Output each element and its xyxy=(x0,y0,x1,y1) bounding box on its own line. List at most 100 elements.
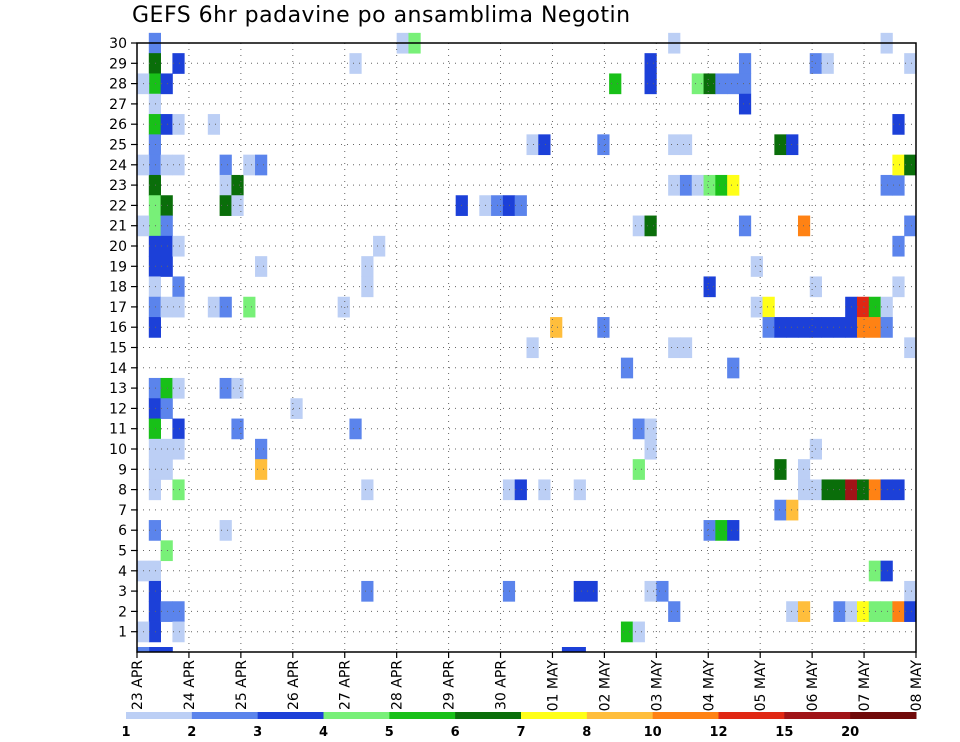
heatmap-cell xyxy=(868,296,881,318)
heatmap-cell xyxy=(715,73,728,95)
heatmap-cell xyxy=(632,418,645,440)
heatmap-cell xyxy=(656,580,669,602)
heatmap-cell xyxy=(514,479,527,501)
legend-label: 20 xyxy=(841,725,859,740)
heatmap-cell xyxy=(148,154,161,176)
heatmap-cell xyxy=(892,276,905,298)
x-tick-label: 28 APR xyxy=(390,660,406,710)
heatmap-cell xyxy=(349,418,362,440)
heatmap-cell xyxy=(668,601,681,622)
heatmap-cell xyxy=(880,174,893,196)
y-tick-label: 2 xyxy=(118,604,127,620)
heatmap-cell xyxy=(172,479,185,501)
heatmap-cell xyxy=(160,296,173,318)
heatmap-cell xyxy=(160,459,173,480)
heatmap-cell xyxy=(231,195,244,216)
y-tick-label: 22 xyxy=(109,198,127,214)
legend-label: 2 xyxy=(187,725,196,740)
heatmap-cell xyxy=(290,398,303,419)
heatmap-cell xyxy=(597,317,610,338)
x-tick-label: 07 MAY xyxy=(857,660,873,712)
heatmap-cell xyxy=(231,174,244,196)
heatmap-cell xyxy=(762,317,775,338)
y-tick-label: 30 xyxy=(109,36,127,52)
x-tick-label: 30 APR xyxy=(494,660,510,710)
heatmap-cell xyxy=(160,647,173,653)
heatmap-cell xyxy=(786,601,799,622)
heatmap-cell xyxy=(668,134,681,156)
heatmap-cell xyxy=(148,377,161,399)
heatmap-cell xyxy=(573,580,586,602)
y-tick-label: 18 xyxy=(109,280,127,296)
heatmap-cell xyxy=(361,580,374,602)
heatmap-cell xyxy=(148,73,161,95)
legend-swatch xyxy=(323,712,390,719)
heatmap-cell xyxy=(703,174,716,196)
x-tick-label: 24 APR xyxy=(182,660,198,710)
heatmap-cell xyxy=(727,73,740,95)
heatmap-cell xyxy=(738,53,752,74)
heatmap-cell xyxy=(160,235,173,257)
heatmap-cell xyxy=(774,134,787,156)
legend-label: 3 xyxy=(253,725,262,740)
heatmap-cell xyxy=(255,154,268,176)
legend-swatch xyxy=(521,712,588,719)
heatmap-cell xyxy=(219,377,232,399)
y-tick-label: 8 xyxy=(118,483,127,499)
heatmap-cell xyxy=(148,438,161,460)
heatmap-cell xyxy=(373,235,386,257)
y-tick-label: 27 xyxy=(109,97,127,113)
heatmap-cell xyxy=(786,134,799,156)
y-tick-label: 16 xyxy=(109,320,127,336)
heatmap-cell xyxy=(148,296,161,318)
heatmap-cell xyxy=(231,377,244,399)
heatmap-cell xyxy=(160,73,173,95)
heatmap-cell xyxy=(892,479,905,501)
legend-swatch xyxy=(191,712,259,719)
heatmap-cell xyxy=(892,235,905,257)
legend-swatch xyxy=(257,712,324,719)
heatmap-cell xyxy=(207,114,221,135)
heatmap-cell xyxy=(904,601,917,622)
heatmap-cell xyxy=(868,601,881,622)
heatmap-cell xyxy=(573,647,586,653)
y-tick-label: 19 xyxy=(109,259,127,275)
heatmap-cell xyxy=(644,438,657,460)
heatmap-cell xyxy=(727,357,740,379)
legend-label: 10 xyxy=(644,725,662,740)
heatmap-cell xyxy=(172,438,185,460)
chart-title: GEFS 6hr padavine po ansamblima Negotin xyxy=(132,3,631,28)
heatmap-cell xyxy=(172,621,185,643)
y-tick-label: 6 xyxy=(118,523,127,539)
y-tick-label: 12 xyxy=(109,401,127,417)
heatmap-cell xyxy=(207,296,221,318)
heatmap-cell xyxy=(160,377,173,399)
heatmap-cell xyxy=(361,256,374,277)
y-tick-label: 17 xyxy=(109,300,127,316)
legend-label: 8 xyxy=(582,725,591,740)
x-tick-label: 08 MAY xyxy=(909,660,925,712)
heatmap-cell xyxy=(786,317,799,338)
heatmap-cell xyxy=(880,560,893,582)
heatmap-cell xyxy=(148,235,161,257)
heatmap-cell xyxy=(172,377,185,399)
heatmap-cell xyxy=(727,520,740,541)
heatmap-cell xyxy=(148,195,161,216)
heatmap-cell xyxy=(609,73,622,95)
heatmap-cell xyxy=(620,621,634,643)
y-tick-label: 10 xyxy=(109,442,127,458)
heatmap-cell xyxy=(585,580,598,602)
heatmap-cell xyxy=(797,601,811,622)
y-tick-label: 7 xyxy=(118,503,127,519)
heatmap-cell xyxy=(668,337,681,359)
heatmap-cell xyxy=(526,134,539,156)
heatmap-cell xyxy=(514,195,527,216)
y-tick-label: 5 xyxy=(118,544,127,560)
y-tick-label: 25 xyxy=(109,138,127,154)
heatmap-cell xyxy=(219,195,232,216)
heatmap-cell xyxy=(868,317,881,338)
heatmap-cell xyxy=(502,479,516,501)
heatmap-cell xyxy=(774,499,787,521)
legend-label: 7 xyxy=(516,725,525,740)
